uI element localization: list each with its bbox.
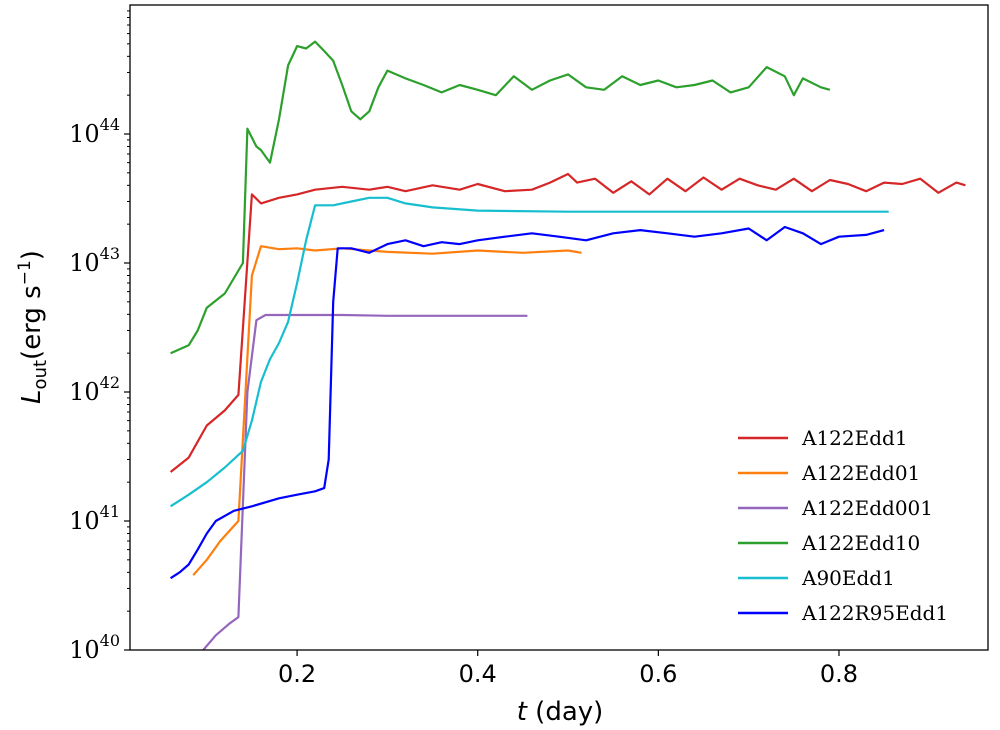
y-axis-variable: L	[17, 389, 47, 404]
y-axis-subscript: out	[30, 360, 51, 389]
legend-label: A122Edd10	[801, 531, 920, 555]
legend-label: A122Edd01	[801, 461, 920, 485]
series-line-A122Edd10	[170, 40, 831, 355]
x-tick-label: 0.8	[820, 660, 858, 688]
y-tick-label: 1040	[69, 631, 120, 664]
series-line-A90Edd1	[170, 196, 889, 508]
legend-label: A122Edd001	[801, 496, 933, 520]
x-axis-variable: t	[517, 697, 528, 727]
x-tick-label: 0.6	[639, 660, 677, 688]
plot-frame	[129, 4, 989, 651]
x-axis-unit: (day)	[527, 697, 603, 727]
x-axis-ticks: 0.2 0.4 0.6 0.8	[278, 650, 858, 688]
y-tick-label: 1041	[69, 502, 120, 535]
y-tick-label: 1044	[69, 115, 120, 148]
y-tick-label: 1042	[69, 373, 120, 406]
y-axis-ticks: 1040 1041 1042 1043 1044	[69, 10, 130, 664]
legend-label: A122Edd1	[801, 426, 908, 450]
y-axis-unit-close: )	[17, 250, 47, 260]
series-line-A122Edd1	[169, 172, 966, 473]
legend-label: A90Edd1	[801, 566, 895, 590]
series-layer	[169, 40, 966, 650]
y-axis-title: Lout(erg s−1)	[15, 250, 51, 404]
y-axis-unit: (erg s	[17, 285, 47, 360]
series-line-A122Edd001	[201, 313, 528, 650]
legend-label: A122R95Edd1	[801, 601, 948, 625]
x-tick-label: 0.4	[459, 660, 497, 688]
series-line-A122Edd01	[192, 245, 582, 576]
x-tick-label: 0.2	[278, 660, 316, 688]
x-axis-title: t (day)	[517, 697, 604, 727]
series-line-A122R95Edd1	[170, 225, 885, 580]
legend: A122Edd1 A122Edd01 A122Edd001 A122Edd10 A90E…	[738, 426, 948, 625]
y-tick-label: 1043	[69, 244, 120, 277]
y-axis-unit-exponent: −1	[15, 260, 35, 285]
